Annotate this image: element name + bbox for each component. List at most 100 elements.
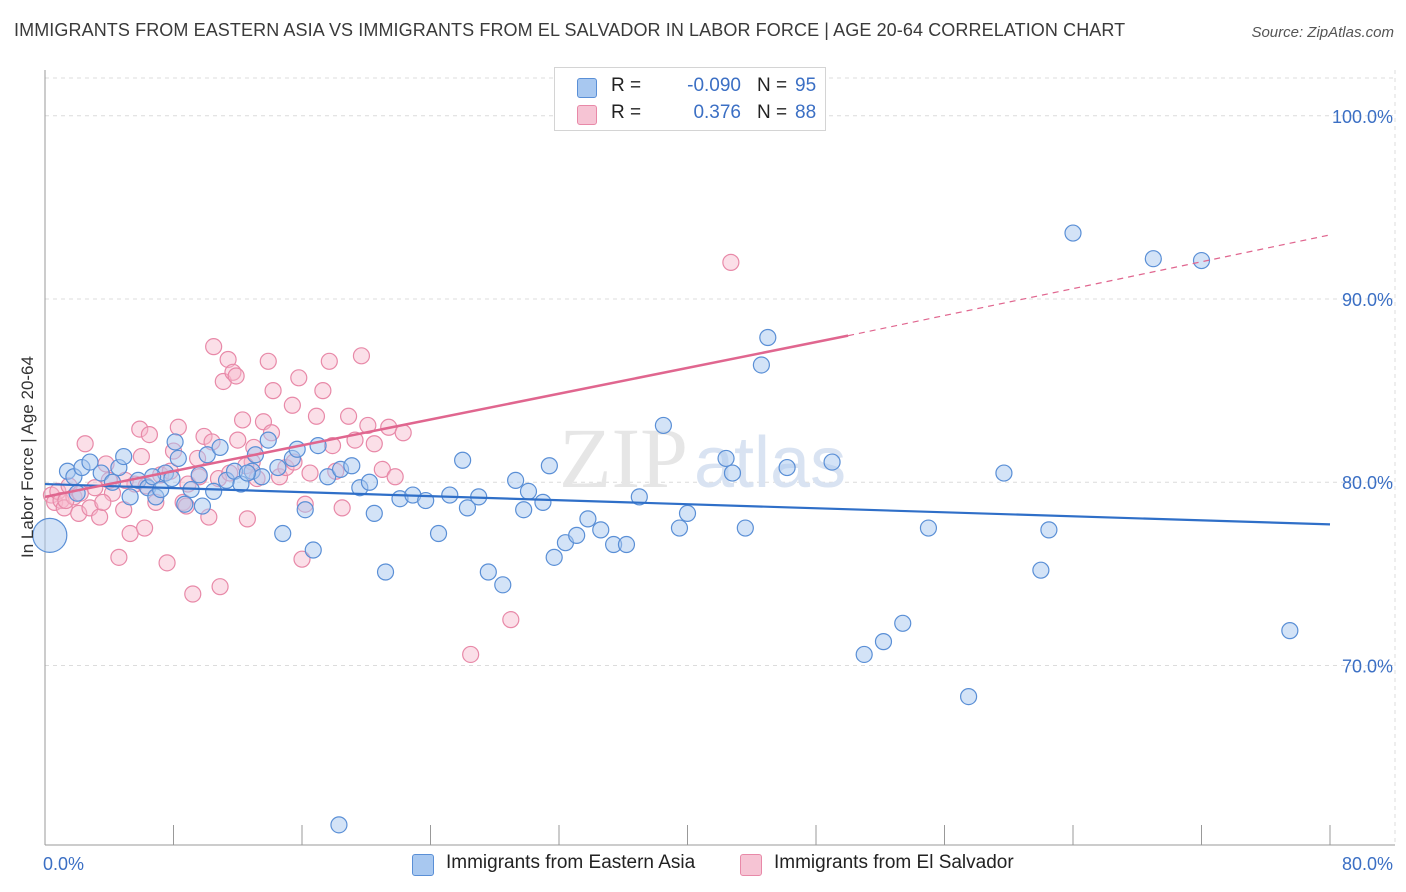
point-el-salvador — [307, 407, 326, 425]
point-eastern-asia — [545, 548, 563, 566]
series-name-el-salvador: Immigrants from El Salvador — [774, 852, 1014, 873]
source-label: Source: ZipAtlas.com — [1251, 24, 1394, 41]
point-eastern-asia — [1064, 224, 1082, 242]
axes — [44, 70, 1395, 846]
point-eastern-asia — [319, 468, 337, 486]
legend-r-value: 0.376 — [693, 102, 741, 123]
watermark-atlas: atlas — [694, 423, 846, 503]
correlation-legend: R = -0.090 N = 95 R = 0.376 N = 88 — [554, 67, 826, 131]
point-el-salvador — [293, 550, 311, 568]
trend-line-eastern-asia — [44, 482, 1331, 526]
legend-n-value: 95 — [795, 75, 817, 96]
point-eastern-asia — [919, 519, 938, 537]
point-eastern-asia — [654, 416, 673, 435]
point-eastern-asia — [238, 464, 256, 482]
series-swatch-pink — [740, 854, 762, 876]
point-eastern-asia — [759, 328, 777, 347]
point-eastern-asia — [568, 526, 586, 544]
point-el-salvador — [205, 338, 223, 356]
point-eastern-asia — [630, 488, 648, 506]
x-tick-label: 0.0% — [43, 854, 84, 874]
point-el-salvador — [121, 524, 139, 543]
point-el-salvador — [91, 508, 109, 526]
point-el-salvador — [158, 554, 176, 572]
point-eastern-asia — [1040, 521, 1058, 539]
point-eastern-asia — [874, 633, 893, 651]
legend-swatch-blue — [577, 78, 597, 98]
point-eastern-asia — [752, 356, 770, 374]
point-eastern-asia — [288, 440, 306, 458]
point-eastern-asia — [68, 484, 86, 502]
point-eastern-asia — [617, 535, 636, 554]
point-el-salvador — [140, 425, 159, 444]
point-eastern-asia — [253, 468, 271, 486]
point-el-salvador — [259, 352, 277, 370]
point-eastern-asia — [823, 453, 841, 471]
legend-n-label: N = — [757, 75, 788, 96]
series-name-eastern-asia: Immigrants from Eastern Asia — [446, 852, 696, 873]
point-eastern-asia — [479, 563, 497, 581]
point-eastern-asia — [193, 497, 212, 515]
point-eastern-asia — [1144, 250, 1162, 268]
point-eastern-asia — [723, 464, 742, 482]
point-eastern-asia — [855, 645, 873, 664]
point-eastern-asia — [995, 464, 1013, 482]
point-eastern-asia — [1032, 561, 1050, 579]
point-eastern-asia — [1192, 251, 1211, 270]
point-eastern-asia — [259, 431, 277, 449]
point-el-salvador — [264, 382, 282, 400]
point-el-salvador — [135, 519, 154, 537]
point-eastern-asia — [579, 510, 597, 528]
legend-r-value: -0.090 — [687, 75, 741, 96]
point-eastern-asia — [296, 501, 314, 519]
point-el-salvador — [131, 420, 149, 438]
point-el-salvador — [339, 407, 358, 425]
point-eastern-asia — [458, 499, 477, 517]
point-eastern-asia — [360, 473, 379, 491]
point-el-salvador — [227, 367, 245, 385]
point-eastern-asia — [540, 457, 558, 475]
point-el-salvador — [365, 435, 383, 453]
legend-r-label: R = — [611, 102, 642, 123]
point-eastern-asia — [670, 519, 689, 537]
point-eastern-asia — [274, 524, 292, 543]
point-eastern-asia — [343, 457, 361, 475]
point-eastern-asia — [269, 458, 287, 477]
point-el-salvador — [70, 504, 88, 522]
point-eastern-asia — [678, 504, 697, 522]
trend-line-el-salvador — [44, 334, 849, 499]
y-tick-label: 90.0% — [1342, 290, 1393, 310]
point-el-salvador — [301, 464, 319, 482]
point-el-salvador — [290, 369, 308, 387]
legend-n-label: N = — [757, 102, 788, 123]
point-eastern-asia — [778, 458, 796, 477]
trend-line-el-salvador-extension — [848, 234, 1331, 337]
point-eastern-asia — [365, 504, 383, 522]
point-eastern-asia — [959, 687, 978, 706]
point-el-salvador — [169, 418, 187, 436]
point-eastern-asia — [198, 446, 216, 464]
point-eastern-asia — [121, 488, 139, 506]
point-el-salvador — [314, 382, 332, 400]
point-el-salvador — [320, 352, 338, 370]
tick-labels: 70.0% 80.0% 90.0% 100.0% 0.0% 80.0% — [43, 107, 1393, 874]
point-eastern-asia — [176, 495, 194, 513]
point-eastern-asia — [115, 447, 133, 466]
point-el-salvador — [333, 499, 351, 517]
point-eastern-asia — [152, 480, 170, 499]
point-eastern-asia — [534, 493, 552, 511]
point-eastern-asia — [717, 449, 735, 468]
series-eastern-asia-points — [32, 224, 1299, 834]
y-axis-label: In Labor Force | Age 20-64 — [18, 356, 37, 558]
y-tick-label: 80.0% — [1342, 473, 1393, 493]
point-eastern-asia — [166, 433, 184, 451]
point-el-salvador — [352, 347, 371, 365]
x-tick-label: 80.0% — [1342, 854, 1393, 874]
y-tick-label: 100.0% — [1332, 107, 1393, 127]
series-swatch-blue — [412, 854, 434, 876]
point-el-salvador — [238, 510, 256, 528]
point-el-salvador — [229, 431, 247, 449]
trend-lines — [44, 234, 1331, 526]
point-eastern-asia — [376, 563, 395, 581]
